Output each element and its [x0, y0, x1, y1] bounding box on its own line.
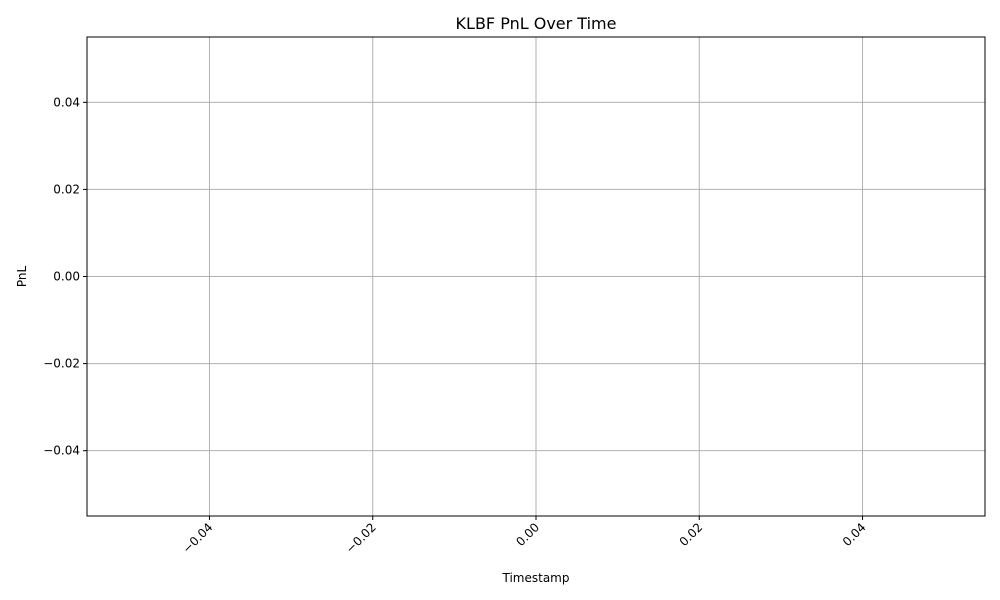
y-tick-labels: −0.04 −0.02 0.00 0.02 0.04 [43, 95, 80, 457]
y-tick-label: 0.04 [53, 95, 80, 109]
y-axis-label: PnL [15, 266, 29, 288]
tick-marks [83, 101, 864, 520]
y-tick-label: −0.04 [43, 444, 80, 458]
x-axis-label: Timestamp [502, 571, 570, 585]
grid-lines [87, 37, 985, 516]
y-tick-label: 0.00 [53, 270, 80, 284]
y-tick-label: 0.02 [53, 182, 80, 196]
chart-title: KLBF PnL Over Time [456, 14, 617, 33]
y-tick-label: −0.02 [43, 357, 80, 371]
